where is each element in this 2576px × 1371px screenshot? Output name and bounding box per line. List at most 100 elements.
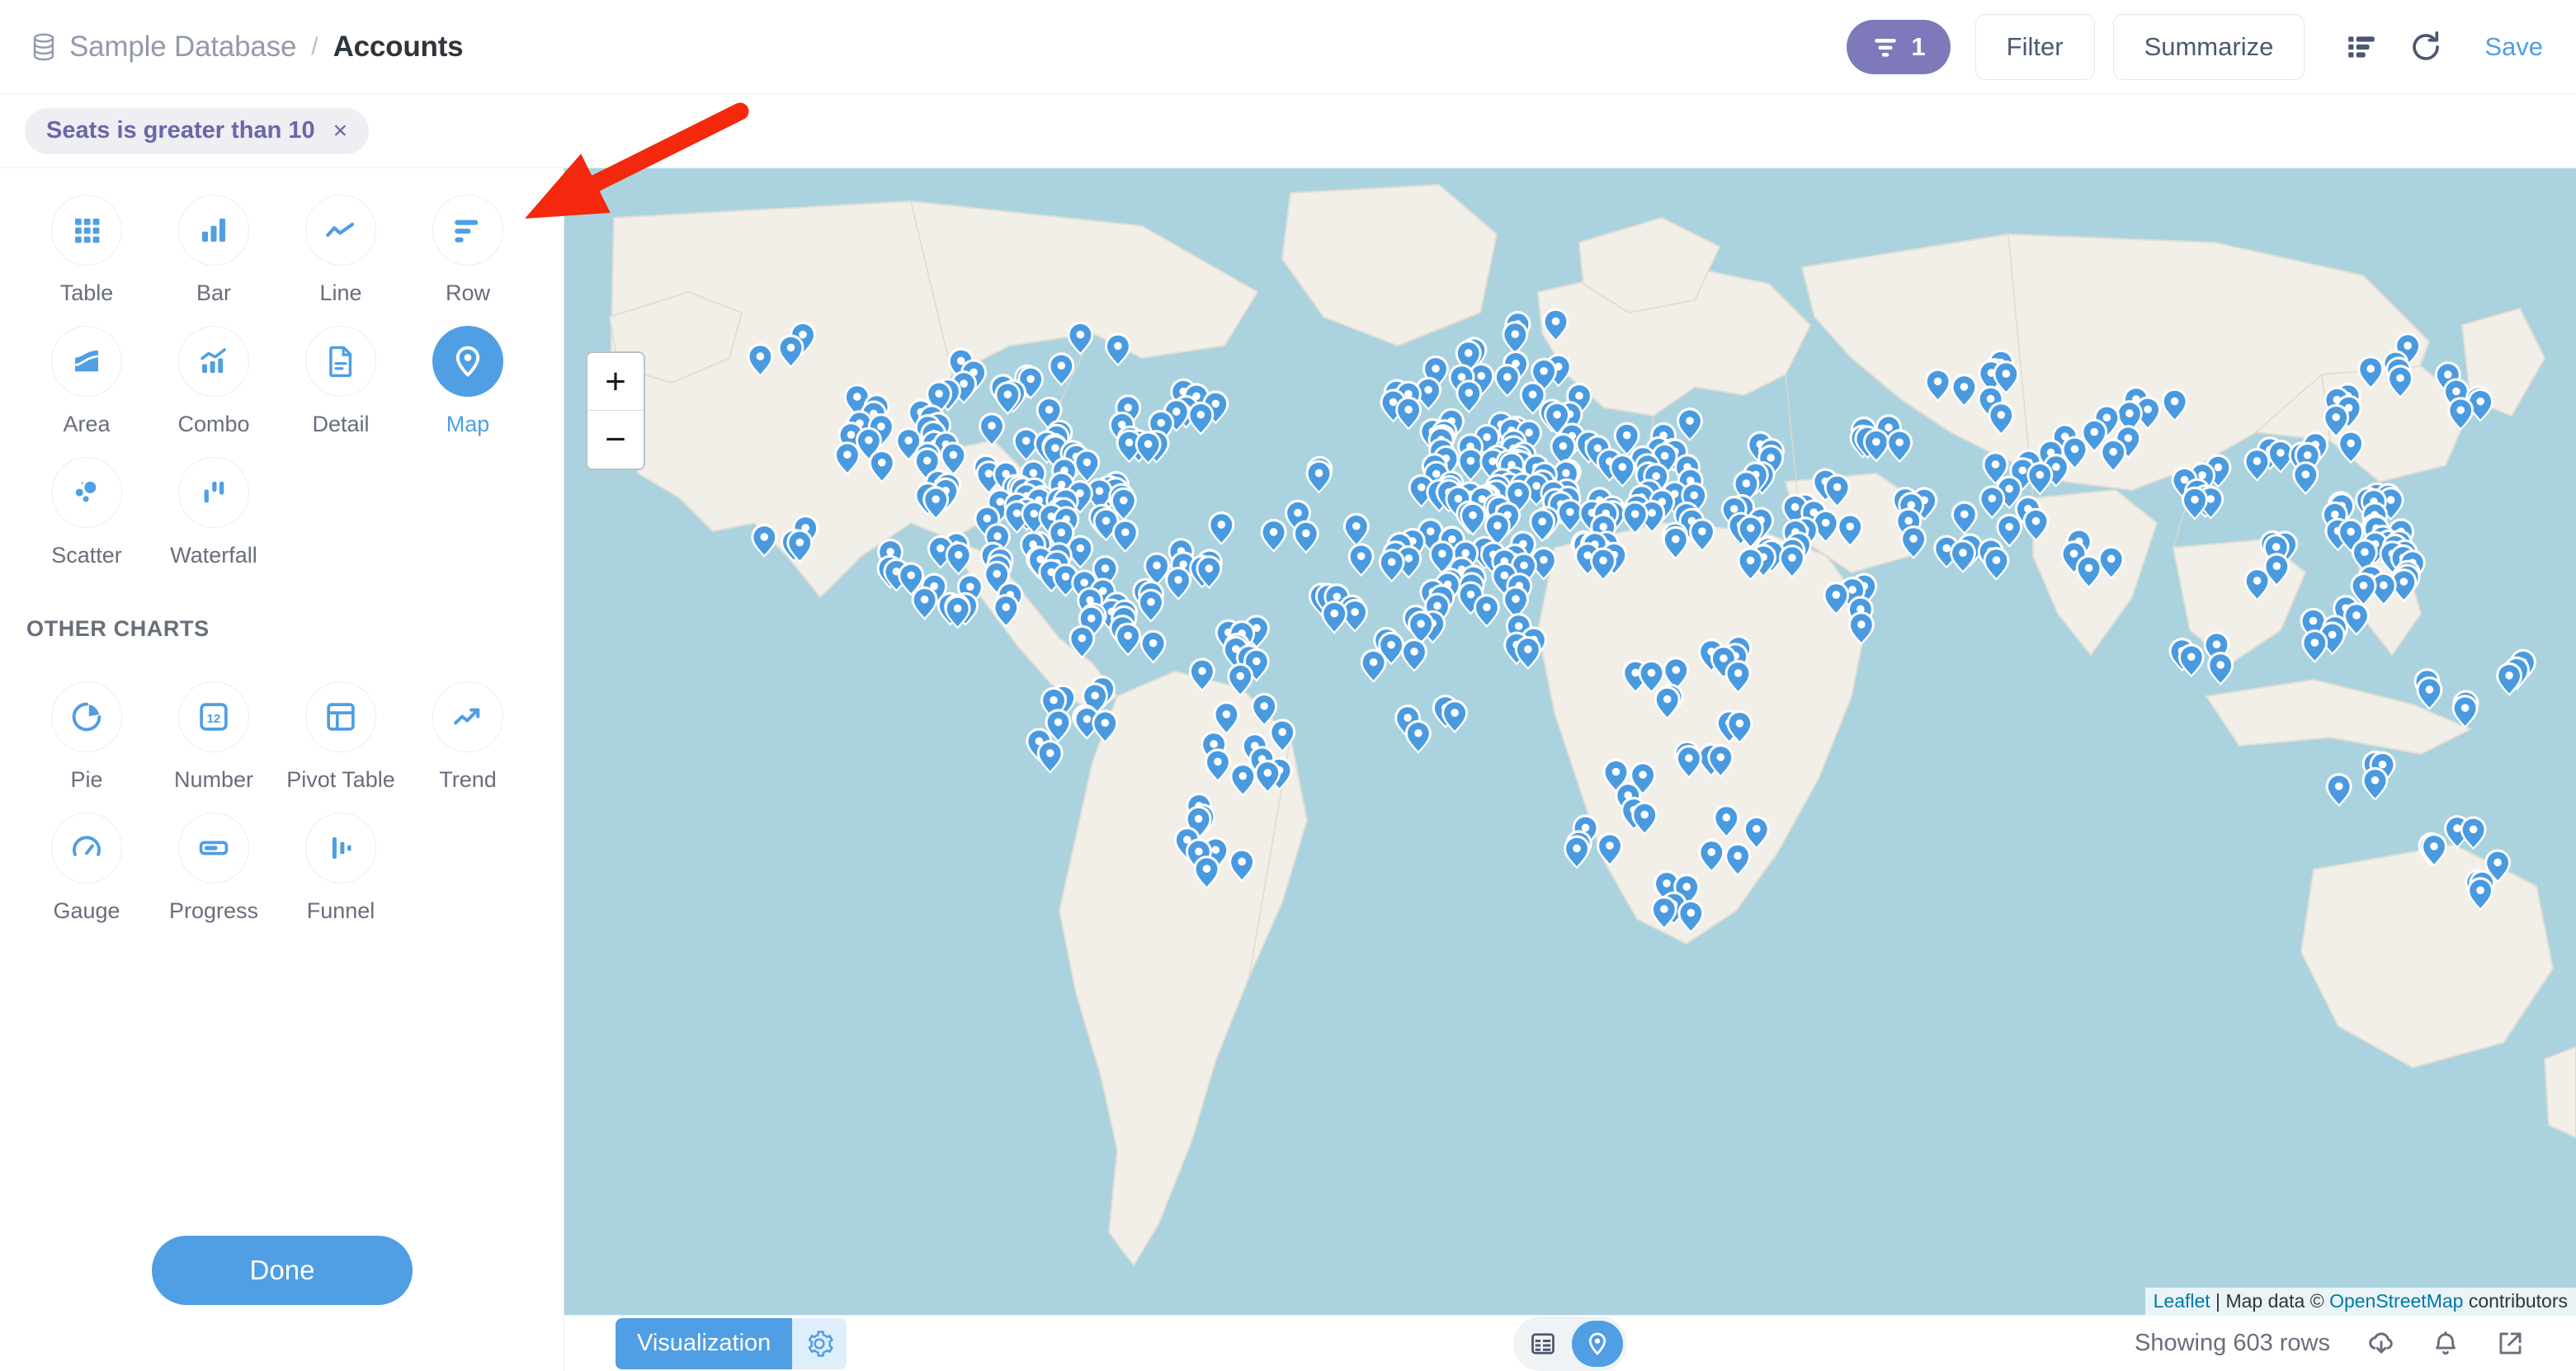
map-pin[interactable] bbox=[1982, 451, 2009, 485]
map-pin[interactable] bbox=[1983, 547, 2010, 581]
map-pin[interactable] bbox=[922, 486, 950, 521]
map-view-icon[interactable] bbox=[1572, 1320, 1623, 1367]
viz-type-trend[interactable]: Trend bbox=[404, 681, 531, 813]
viz-type-row[interactable]: Row bbox=[404, 195, 531, 326]
map-pin[interactable] bbox=[1823, 473, 1851, 508]
map-pin[interactable] bbox=[2026, 461, 2054, 496]
map-pin[interactable] bbox=[1638, 659, 1665, 694]
map-zoom-in-button[interactable]: + bbox=[587, 353, 644, 411]
map-pin[interactable] bbox=[1529, 508, 1556, 543]
map-pin[interactable] bbox=[1609, 454, 1636, 488]
map-pin[interactable] bbox=[911, 586, 938, 620]
map-pin[interactable] bbox=[1677, 899, 1705, 934]
map-pin[interactable] bbox=[1502, 321, 1529, 355]
map-pin[interactable] bbox=[1408, 473, 1435, 508]
viz-type-pie[interactable]: Pie bbox=[23, 681, 150, 813]
map-pin[interactable] bbox=[1996, 513, 2023, 548]
map-pin[interactable] bbox=[1743, 815, 1770, 850]
leaflet-link[interactable]: Leaflet bbox=[2153, 1290, 2210, 1312]
viz-type-progress[interactable]: Progress bbox=[150, 813, 277, 944]
map-pin[interactable] bbox=[1455, 379, 1483, 414]
map-pin[interactable] bbox=[867, 413, 894, 447]
map-pin[interactable] bbox=[1104, 332, 1131, 367]
map-pin[interactable] bbox=[1724, 660, 1752, 694]
map-pin[interactable] bbox=[1111, 519, 1139, 554]
viz-type-table[interactable]: Table bbox=[23, 195, 150, 326]
viz-type-combo[interactable]: Combo bbox=[150, 326, 277, 457]
map-pin[interactable] bbox=[2325, 773, 2352, 808]
map-pin[interactable] bbox=[2370, 572, 2397, 606]
map-pin[interactable] bbox=[1862, 428, 1890, 463]
map-pin[interactable] bbox=[1269, 718, 1296, 753]
map-pin[interactable] bbox=[1689, 518, 1715, 553]
map-pin[interactable] bbox=[1165, 566, 1192, 601]
map-pin[interactable] bbox=[1254, 759, 1281, 794]
map-pin[interactable] bbox=[1823, 582, 1850, 615]
map-pin[interactable] bbox=[868, 449, 895, 483]
map-pin[interactable] bbox=[1724, 842, 1752, 877]
bell-icon[interactable] bbox=[2427, 1326, 2464, 1362]
map-pin[interactable] bbox=[1650, 896, 1677, 930]
map-pin[interactable] bbox=[1260, 518, 1287, 553]
map-pin[interactable] bbox=[1514, 636, 1541, 670]
map-pin[interactable] bbox=[1677, 408, 1703, 442]
map-pin[interactable] bbox=[1193, 855, 1220, 890]
map-pin[interactable] bbox=[993, 594, 1020, 628]
map-pin[interactable] bbox=[1631, 801, 1658, 836]
map-pin[interactable] bbox=[1347, 543, 1375, 577]
map-pin[interactable] bbox=[2421, 832, 2447, 867]
map-pin[interactable] bbox=[2267, 439, 2294, 473]
map-pin[interactable] bbox=[1415, 376, 1442, 411]
map-pin[interactable] bbox=[2097, 545, 2125, 580]
map-pin[interactable] bbox=[1378, 631, 1405, 666]
map-pin[interactable] bbox=[940, 441, 967, 476]
viz-type-line[interactable]: Line bbox=[277, 195, 404, 326]
map-pin[interactable] bbox=[1993, 360, 2020, 394]
viz-type-map[interactable]: Map bbox=[404, 326, 531, 457]
viz-type-area[interactable]: Area bbox=[23, 326, 150, 457]
map-pin[interactable] bbox=[1067, 535, 1094, 569]
breadcrumb-database[interactable]: Sample Database bbox=[69, 30, 297, 63]
map-pin[interactable] bbox=[2342, 602, 2370, 636]
map-pin[interactable] bbox=[1395, 544, 1422, 579]
map-pin[interactable] bbox=[786, 529, 814, 563]
map-pin[interactable] bbox=[1460, 502, 1486, 536]
map-pin[interactable] bbox=[1401, 638, 1427, 672]
map-pin[interactable] bbox=[2081, 418, 2108, 453]
refresh-icon[interactable] bbox=[2400, 21, 2451, 73]
viz-type-scatter[interactable]: Scatter bbox=[23, 457, 150, 588]
map-pin[interactable] bbox=[2100, 438, 2127, 473]
map-pin[interactable] bbox=[1519, 381, 1546, 416]
map-pin[interactable] bbox=[979, 412, 1005, 447]
map-pin[interactable] bbox=[2292, 461, 2319, 496]
openstreetmap-link[interactable]: OpenStreetMap bbox=[2329, 1290, 2464, 1312]
map-pin[interactable] bbox=[1812, 509, 1839, 544]
map-pin[interactable] bbox=[1837, 513, 1864, 548]
map-pin[interactable] bbox=[1360, 648, 1387, 683]
viz-type-number[interactable]: 12 Number bbox=[150, 681, 277, 813]
viz-type-waterfall[interactable]: Waterfall bbox=[150, 457, 277, 588]
map-pin[interactable] bbox=[1188, 657, 1215, 692]
map-pin[interactable] bbox=[2161, 388, 2188, 422]
map-pin[interactable] bbox=[2338, 430, 2365, 464]
map-pin[interactable] bbox=[2460, 816, 2487, 850]
map-pin[interactable] bbox=[1951, 373, 1978, 408]
filter-pill[interactable]: Seats is greater than 10 × bbox=[25, 107, 370, 154]
map-pin[interactable] bbox=[2301, 629, 2328, 663]
map-pin[interactable] bbox=[833, 441, 861, 476]
map-pin[interactable] bbox=[2243, 567, 2271, 601]
map-pin[interactable] bbox=[1208, 511, 1235, 545]
map-pin[interactable] bbox=[1116, 429, 1143, 464]
map-pin[interactable] bbox=[1530, 546, 1557, 581]
map-pin[interactable] bbox=[1229, 848, 1256, 883]
map-pin[interactable] bbox=[944, 595, 971, 629]
map-pin[interactable] bbox=[1556, 498, 1583, 533]
map-pin[interactable] bbox=[2177, 643, 2205, 678]
map-pin[interactable] bbox=[1428, 540, 1455, 575]
map-pin[interactable] bbox=[2182, 486, 2208, 521]
map-pin[interactable] bbox=[751, 523, 778, 558]
map-pin[interactable] bbox=[1726, 709, 1753, 744]
map-pin[interactable] bbox=[1292, 520, 1319, 554]
map-pin[interactable] bbox=[2361, 766, 2389, 801]
gear-icon[interactable] bbox=[792, 1317, 847, 1369]
